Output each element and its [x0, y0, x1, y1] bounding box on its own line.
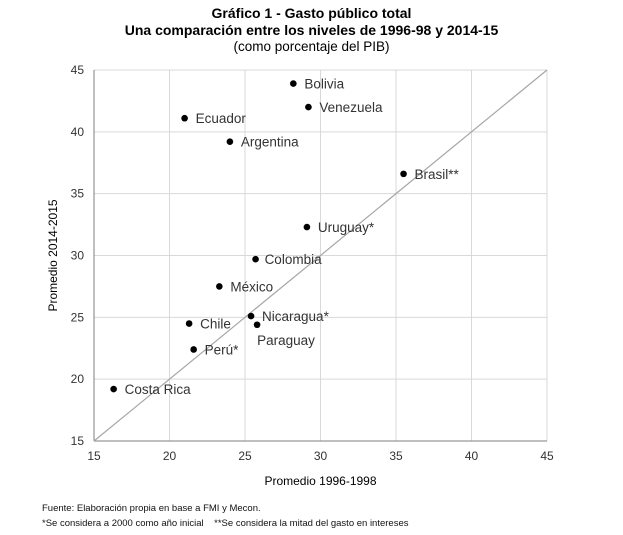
y-axis-label: Promedio 2014-2015: [46, 199, 60, 311]
point-label-ecuador: Ecuador: [196, 111, 247, 126]
point-paraguay: [253, 321, 261, 329]
y-tick-label-45: 45: [71, 63, 85, 77]
point-label-colombia: Colombia: [265, 252, 323, 267]
point-argentina: [226, 138, 234, 146]
point-label-brasil: Brasil**: [415, 167, 460, 182]
point-label-chile: Chile: [200, 317, 231, 332]
chart-subtitle: Una comparación entre los niveles de 199…: [124, 22, 499, 38]
x-tick-label-15: 15: [87, 449, 101, 463]
source-note: Fuente: Elaboración propia en base a FMI…: [42, 503, 261, 514]
point-label-costa-rica: Costa Rica: [125, 382, 192, 397]
point-chile: [185, 320, 193, 327]
reference-line: [93, 69, 548, 442]
point-label-paraguay: Paraguay: [257, 333, 315, 348]
point-bolivia: [290, 80, 297, 87]
x-tick-label-35: 35: [389, 449, 403, 463]
x-tick-label-25: 25: [238, 449, 252, 463]
x-tick-label-45: 45: [540, 449, 554, 463]
y-tick-label-20: 20: [71, 372, 85, 386]
point-méxico: [216, 283, 223, 290]
x-tick-label-40: 40: [465, 449, 479, 463]
x-axis-label: Promedio 1996-1998: [264, 474, 376, 488]
scatter-chart: 15 20 25 30 35 40 45 15 20 25 30 35 40 45 Bolivia Vene…: [46, 63, 554, 488]
point-label-venezuela: Venezuela: [319, 100, 383, 115]
tick-labels: 15 20 25 30 35 40 45 15 20 25 30 35 40 45: [71, 63, 554, 463]
point-label-nicaragua: Nicaragua*: [262, 309, 330, 324]
y-tick-label-25: 25: [71, 310, 85, 324]
chart-subtitle-units: (como porcentaje del PIB): [233, 39, 390, 54]
point-nicaragua: [247, 312, 255, 320]
y-tick-label-40: 40: [71, 125, 85, 139]
point-uruguay: [303, 223, 311, 231]
point-label-uruguay: Uruguay*: [318, 220, 375, 235]
x-tick-label-20: 20: [163, 449, 177, 463]
y-tick-label-30: 30: [71, 249, 85, 263]
y-tick-label-15: 15: [71, 434, 85, 448]
point-label-méxico: México: [230, 279, 273, 294]
point-venezuela: [305, 103, 312, 111]
point-brasil: [400, 170, 407, 178]
point-costa-rica: [110, 385, 117, 393]
point-label-bolivia: Bolivia: [304, 77, 344, 92]
point-label-argentina: Argentina: [241, 135, 299, 150]
chart-title: Gráfico 1 - Gasto público total: [211, 5, 412, 21]
data-points: Bolivia Venezuela Ecuador Argentina Brasil**…: [110, 77, 460, 397]
footnotes: *Se considera a 2000 como año inicial **…: [42, 518, 409, 529]
y-tick-label-35: 35: [71, 187, 85, 201]
point-perú: [190, 346, 197, 353]
point-label-perú: Perú*: [205, 342, 240, 357]
point-ecuador: [181, 114, 188, 122]
point-colombia: [252, 255, 259, 263]
axes: [93, 70, 547, 442]
x-tick-label-30: 30: [314, 449, 328, 463]
